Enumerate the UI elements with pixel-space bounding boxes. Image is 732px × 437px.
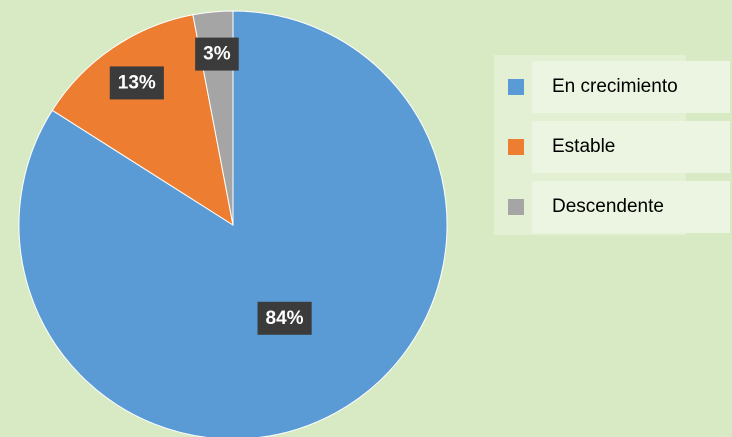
data-label-box <box>257 301 312 335</box>
data-label: 84% <box>266 308 304 329</box>
legend-swatch <box>508 199 524 215</box>
data-label-box <box>109 66 164 100</box>
legend-label: En crecimiento <box>552 76 678 97</box>
pie-slice <box>18 10 448 437</box>
data-label: 3% <box>203 44 231 65</box>
legend-swatch <box>508 139 524 155</box>
pie-slice <box>51 14 234 227</box>
legend-swatch <box>508 79 524 95</box>
legend-label: Estable <box>552 136 615 157</box>
data-label-box <box>195 37 239 71</box>
legend-label: Descendente <box>552 196 664 217</box>
legend-entry-box <box>532 121 730 173</box>
legend-entry-box <box>532 61 730 113</box>
data-label: 13% <box>118 72 156 93</box>
legend-entry-box <box>532 181 730 233</box>
